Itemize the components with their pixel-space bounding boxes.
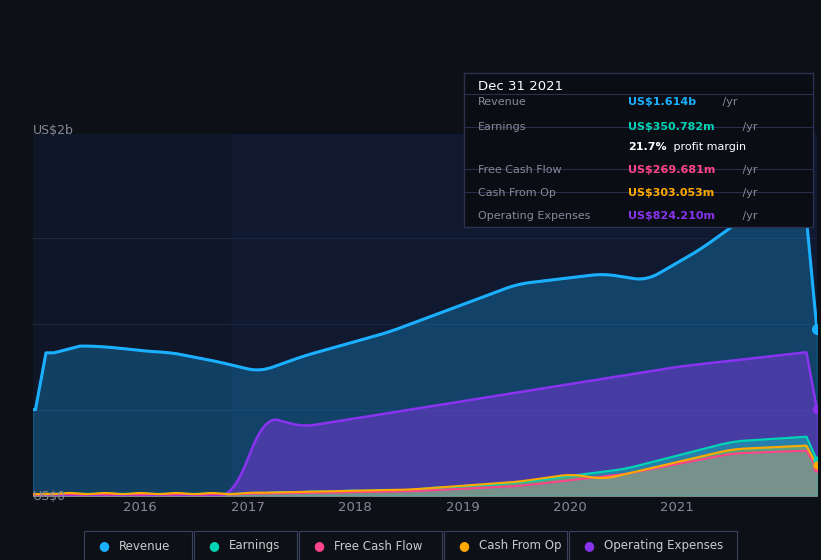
- Text: ●: ●: [458, 539, 469, 553]
- Text: Earnings: Earnings: [478, 122, 526, 132]
- Text: /yr: /yr: [739, 165, 757, 175]
- Text: US$350.782m: US$350.782m: [628, 122, 714, 132]
- Text: Operating Expenses: Operating Expenses: [478, 212, 590, 221]
- Text: US$0: US$0: [33, 490, 66, 503]
- Text: /yr: /yr: [739, 188, 757, 198]
- Text: 21.7%: 21.7%: [628, 142, 667, 152]
- Text: ●: ●: [583, 539, 594, 553]
- Text: ●: ●: [98, 539, 108, 553]
- Text: Revenue: Revenue: [119, 539, 171, 553]
- Text: ●: ●: [208, 539, 218, 553]
- Text: Cash From Op: Cash From Op: [479, 539, 562, 553]
- Text: Free Cash Flow: Free Cash Flow: [478, 165, 562, 175]
- Text: /yr: /yr: [739, 122, 757, 132]
- Text: US$303.053m: US$303.053m: [628, 188, 714, 198]
- Text: Earnings: Earnings: [229, 539, 281, 553]
- Text: Revenue: Revenue: [478, 97, 526, 108]
- Text: US$2b: US$2b: [33, 124, 74, 137]
- Text: /yr: /yr: [719, 97, 738, 108]
- Text: Free Cash Flow: Free Cash Flow: [334, 539, 423, 553]
- Text: Operating Expenses: Operating Expenses: [604, 539, 723, 553]
- Bar: [232, 134, 817, 496]
- Text: US$1.614b: US$1.614b: [628, 97, 696, 108]
- Text: profit margin: profit margin: [670, 142, 745, 152]
- Text: ●: ●: [313, 539, 323, 553]
- Text: Cash From Op: Cash From Op: [478, 188, 556, 198]
- Text: /yr: /yr: [739, 212, 757, 221]
- Text: US$269.681m: US$269.681m: [628, 165, 715, 175]
- Text: US$824.210m: US$824.210m: [628, 212, 715, 221]
- Text: Dec 31 2021: Dec 31 2021: [478, 80, 563, 93]
